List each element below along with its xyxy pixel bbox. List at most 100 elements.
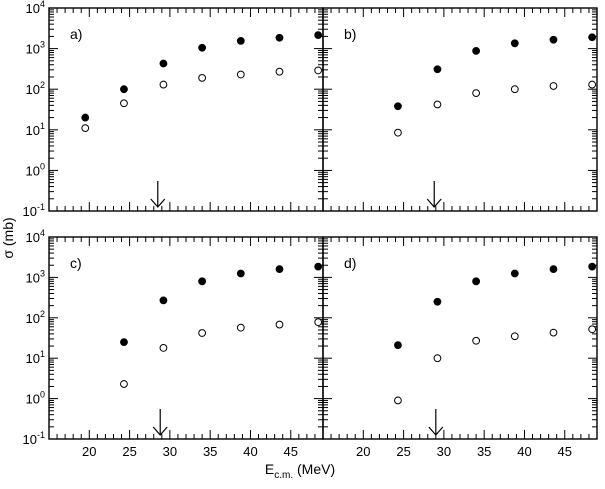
y-tick-label: 104 [26,0,45,16]
data-point-filled [549,35,558,44]
y-tick-exponent: -1 [37,202,45,212]
data-point-open [394,128,402,137]
x-axis-label-unit: (MeV) [293,461,335,477]
data-point-open [159,80,168,89]
y-tick-base: 10 [26,1,40,16]
x-tick-label: 40 [243,444,257,459]
data-point-open [236,323,245,332]
data-point-filled [159,59,168,68]
data-point-filled [314,262,323,271]
x-tick-label: 40 [517,444,531,459]
data-point-open [159,343,168,352]
y-tick-base: 10 [23,204,37,219]
data-point-filled [275,33,284,42]
data-point-open [275,320,284,329]
panel-label: b) [344,26,356,42]
panel-label: a) [70,26,82,42]
y-tick-label: 101 [26,349,45,366]
y-tick-exponent: 1 [40,349,45,359]
x-tick-label: 20 [82,444,96,459]
y-tick-label: 104 [26,228,45,245]
data-point-open [120,380,128,388]
arrow-head [426,198,442,208]
y-tick-exponent: 0 [40,390,45,400]
y-tick-exponent: -1 [37,430,45,440]
data-point-filled [236,269,245,278]
data-point-filled [81,113,90,122]
y-tick-base: 10 [23,432,37,447]
y-tick-label: 10-1 [23,202,45,219]
panel-label: c) [70,255,82,271]
y-tick-base: 10 [26,82,40,97]
data-point-filled [394,102,402,111]
x-tick-label: 45 [284,444,298,459]
y-tick-exponent: 2 [40,80,45,90]
y-tick-label: 103 [26,268,45,285]
data-point-filled [472,46,481,55]
y-tick-base: 10 [26,311,40,326]
data-point-filled [588,262,597,271]
y-tick-base: 10 [26,230,40,245]
data-point-filled [394,341,402,350]
y-tick-label: 100 [26,390,45,407]
y-tick-label: 102 [26,80,45,97]
y-tick-exponent: 3 [40,268,45,278]
data-point-open [314,318,323,327]
y-tick-base: 10 [26,392,40,407]
data-point-open [198,329,207,337]
data-point-open [236,70,245,79]
x-tick-label: 45 [558,444,572,459]
data-point-open [275,67,284,76]
y-tick-label: 103 [26,40,45,57]
y-tick-base: 10 [26,270,40,285]
y-tick-exponent: 2 [40,309,45,319]
y-tick-exponent: 4 [40,0,45,9]
data-point-open [588,80,597,89]
y-tick-exponent: 0 [40,161,45,171]
y-tick-exponent: 4 [40,228,45,238]
arrow-head [150,198,166,208]
data-point-open [81,124,90,133]
x-axis-label-sub: c.m. [274,470,293,481]
data-point-filled [549,265,558,274]
data-point-filled [314,31,323,40]
x-tick-label: 30 [437,444,451,459]
panel-4: 20 25 30 35 40 45 d) [322,236,598,459]
x-tick-label: 35 [477,444,491,459]
data-point-open [510,332,519,341]
y-tick-base: 10 [26,163,40,178]
data-point-open [588,325,597,334]
y-tick-base: 10 [26,42,40,57]
y-tick-label: 10-1 [23,430,45,447]
data-point-filled [236,36,245,45]
data-point-filled [120,338,128,347]
data-point-open [120,99,128,108]
arrow-head [428,426,444,436]
x-tick-label: 25 [396,444,410,459]
y-tick-base: 10 [26,123,40,138]
data-point-open [472,336,481,345]
panel-2: b) [322,7,598,212]
panel-label: d) [344,255,356,271]
data-point-open [314,66,323,75]
data-point-open [394,396,402,405]
data-point-open [433,100,442,109]
data-point-filled [472,277,481,286]
y-tick-label: 100 [26,161,45,178]
data-point-open [433,354,442,363]
data-point-open [549,328,558,337]
data-point-filled [433,297,442,306]
y-tick-exponent: 1 [40,121,45,131]
arrow-head [152,426,168,436]
y-tick-exponent: 3 [40,40,45,50]
x-tick-label: 25 [122,444,136,459]
x-axis-label: Ec.m. (MeV) [265,461,335,481]
y-tick-label: 101 [26,121,45,138]
data-point-filled [198,43,207,52]
data-point-open [510,85,519,94]
